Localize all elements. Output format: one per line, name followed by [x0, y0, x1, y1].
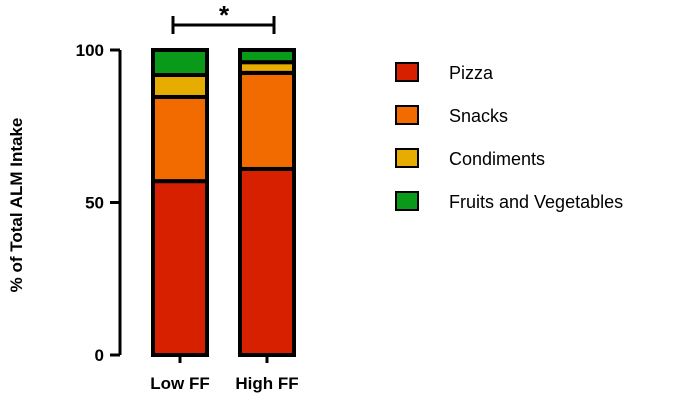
x-tick-label: High FF: [235, 374, 298, 393]
bar-segment-condiments: [151, 73, 209, 99]
y-axis-label: % of Total ALM Intake: [7, 118, 26, 293]
legend-label: Fruits and Vegetables: [449, 192, 623, 212]
legend-label: Snacks: [449, 106, 508, 126]
bar-segment-pizza: [238, 166, 296, 357]
bar-segment-fruits-and-vegetables: [151, 48, 209, 78]
bar-segment-snacks: [238, 70, 296, 171]
legend-swatch: [395, 105, 419, 125]
legend-swatch: [395, 148, 419, 168]
legend-label: Pizza: [449, 63, 494, 83]
x-tick-label: Low FF: [150, 374, 209, 393]
legend-label: Condiments: [449, 149, 545, 169]
bar-segment-pizza: [151, 179, 209, 357]
legend-swatch: [395, 62, 419, 82]
y-tick-label: 100: [76, 41, 104, 60]
significance-asterisk: *: [219, 0, 230, 30]
y-tick-label: 0: [95, 346, 104, 365]
bar-segment-fruits-and-vegetables: [238, 48, 296, 65]
bar-segment-snacks: [151, 94, 209, 184]
legend-swatch: [395, 191, 419, 211]
y-tick-label: 50: [85, 194, 104, 213]
